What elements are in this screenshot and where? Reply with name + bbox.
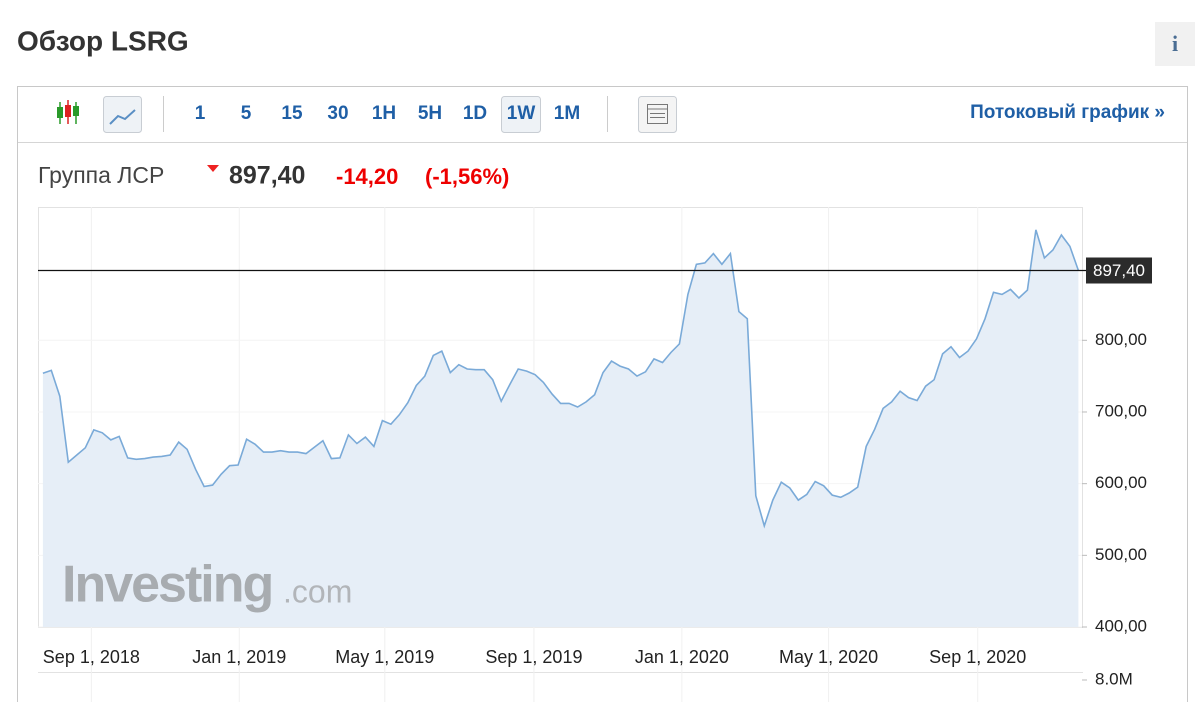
interval-button[interactable]: 1 xyxy=(195,103,206,124)
area-fill xyxy=(42,229,1079,627)
quote-change-pct: (-1,56%) xyxy=(425,164,509,189)
x-tick-label: Sep 1, 2020 xyxy=(929,647,1026,667)
last-price-tag xyxy=(1086,257,1152,284)
watermark: Investing .com xyxy=(62,556,352,614)
page-title: Обзор LSRG xyxy=(17,25,189,56)
line-icon-box[interactable] xyxy=(103,96,142,133)
quote-change: -14,20 xyxy=(336,164,398,189)
info-button[interactable] xyxy=(1155,22,1195,66)
candle-icon[interactable] xyxy=(57,100,79,124)
quote-price: 897,40 xyxy=(229,162,305,190)
price-line xyxy=(42,229,1080,529)
x-tick-label: May 1, 2019 xyxy=(335,647,434,667)
line-icon xyxy=(109,109,136,125)
y-tick-label: 700,00 xyxy=(1095,401,1147,420)
quote-name: Группа ЛСР xyxy=(38,162,164,188)
interval-button[interactable]: 5H xyxy=(418,103,442,124)
interval-button[interactable]: 1M xyxy=(554,103,580,124)
table-icon xyxy=(647,104,668,124)
down-arrow xyxy=(207,165,219,172)
watermark-suffix: .com xyxy=(283,573,352,609)
table-icon-box[interactable] xyxy=(638,96,677,133)
x-tick-label: Jan 1, 2020 xyxy=(635,647,729,667)
x-tick-label: May 1, 2020 xyxy=(779,647,878,667)
interval-button[interactable]: 1W xyxy=(507,103,536,124)
watermark-brand: Investing xyxy=(62,556,272,614)
y-tick-label: 400,00 xyxy=(1095,616,1147,635)
interval-button[interactable]: 5 xyxy=(241,103,252,124)
interval-button[interactable]: 1D xyxy=(463,103,487,124)
x-tick-label: Sep 1, 2019 xyxy=(485,647,582,667)
volume-tick-label: 8.0M xyxy=(1095,669,1133,688)
plot xyxy=(38,207,1082,702)
active-interval-box[interactable] xyxy=(501,96,541,133)
x-tick-label: Jan 1, 2019 xyxy=(192,647,286,667)
y-tick-label: 800,00 xyxy=(1095,330,1147,349)
y-tick-label: 500,00 xyxy=(1095,545,1147,564)
y-tick-label: 600,00 xyxy=(1095,473,1147,492)
last-price-label: 897,40 xyxy=(1093,261,1145,280)
streaming-link[interactable]: Потоковый график » xyxy=(970,102,1165,123)
x-tick-label: Sep 1, 2018 xyxy=(43,647,140,667)
interval-button[interactable]: 15 xyxy=(281,103,303,124)
interval-button[interactable]: 30 xyxy=(327,103,348,124)
interval-button[interactable]: 1H xyxy=(372,103,396,124)
info-icon[interactable]: i xyxy=(1172,31,1178,56)
